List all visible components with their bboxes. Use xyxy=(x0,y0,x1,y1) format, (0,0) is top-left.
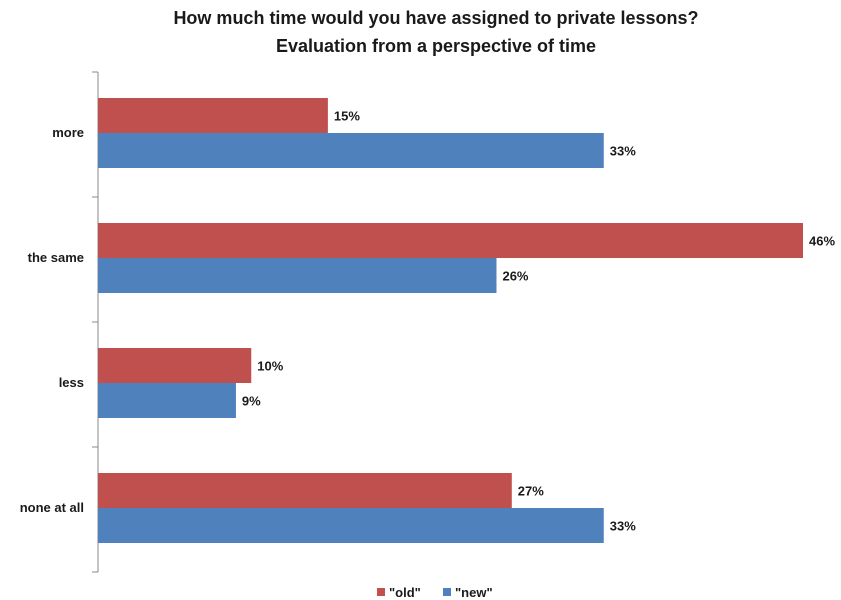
bar-new-less xyxy=(98,383,236,418)
category-label: the same xyxy=(28,250,84,265)
data-label: 27% xyxy=(518,484,544,499)
category-label: more xyxy=(52,125,84,140)
data-label: 46% xyxy=(809,234,835,249)
bar-old-less xyxy=(98,348,252,383)
legend-swatch-old xyxy=(377,588,385,596)
bars xyxy=(98,98,803,543)
legend-label-new: "new" xyxy=(455,585,493,600)
bar-new-more xyxy=(98,133,604,168)
bar-old-none-at-all xyxy=(98,473,512,508)
data-labels: 15% 33% 46% 26% 10% 9% 27% 33% xyxy=(242,109,836,534)
data-label: 33% xyxy=(610,144,636,159)
data-label: 10% xyxy=(257,359,283,374)
category-axis xyxy=(92,71,99,573)
chart-subtitle: Evaluation from a perspective of time xyxy=(276,36,596,56)
data-label: 33% xyxy=(610,519,636,534)
legend-label-old: "old" xyxy=(389,585,421,600)
bar-new-none-at-all xyxy=(98,508,604,543)
legend: "old" "new" xyxy=(377,585,493,600)
bar-new-the-same xyxy=(98,258,497,293)
bar-old-more xyxy=(98,98,328,133)
data-label: 26% xyxy=(502,269,528,284)
legend-swatch-new xyxy=(443,588,451,596)
bar-old-the-same xyxy=(98,223,803,258)
category-label: less xyxy=(59,375,84,390)
category-labels: more the same less none at all xyxy=(20,125,84,515)
data-label: 9% xyxy=(242,394,261,409)
category-label: none at all xyxy=(20,500,84,515)
data-label: 15% xyxy=(334,109,360,124)
chart-title: How much time would you have assigned to… xyxy=(173,8,698,28)
